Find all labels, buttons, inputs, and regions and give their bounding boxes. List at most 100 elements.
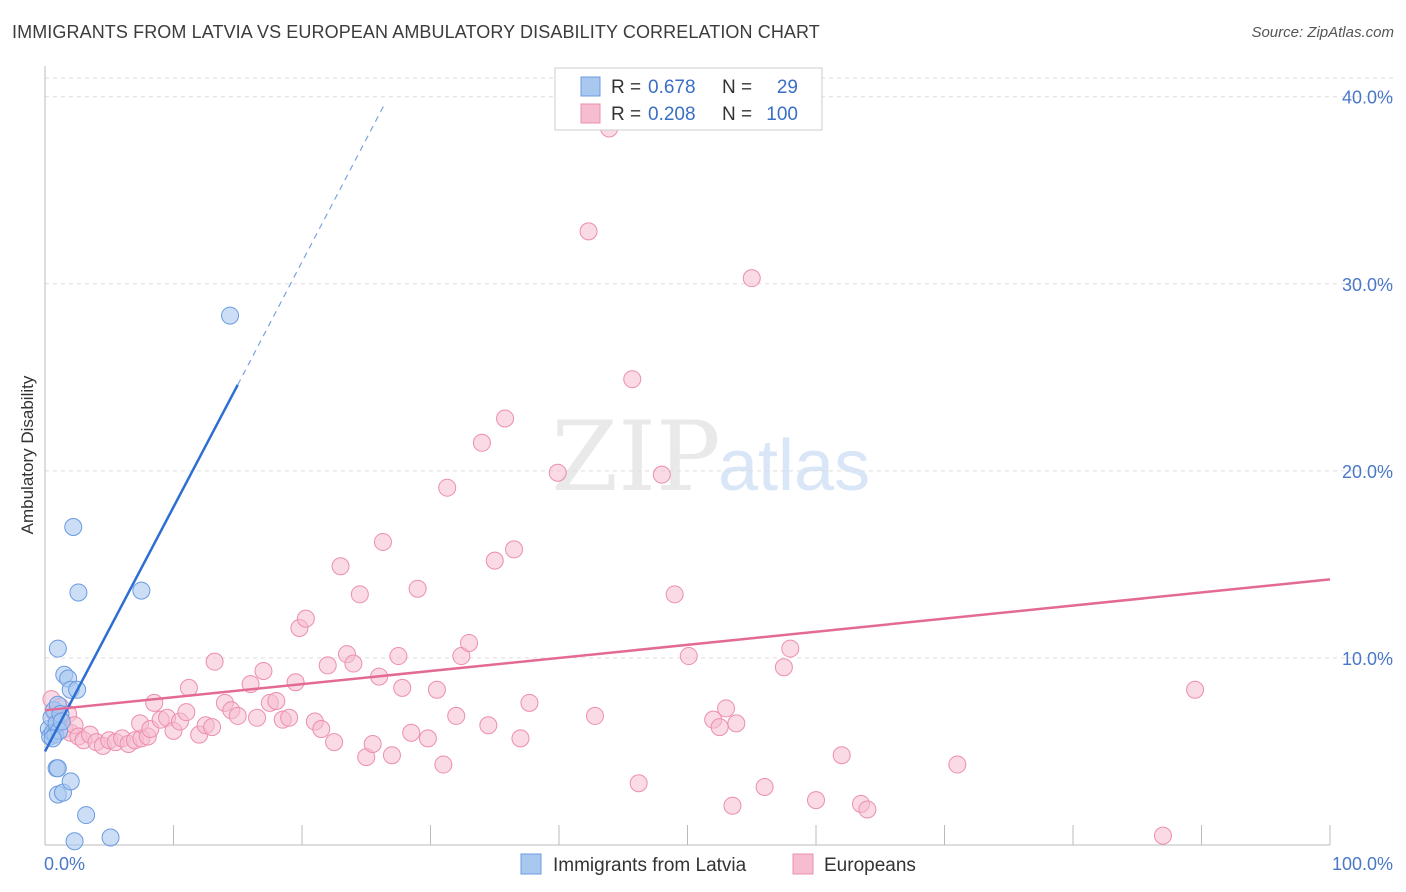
y-tick-label: 20.0% bbox=[1342, 462, 1393, 482]
data-point-europeans bbox=[393, 678, 412, 697]
series-latvia bbox=[39, 306, 240, 851]
data-point-europeans bbox=[145, 693, 164, 712]
y-tick-label: 30.0% bbox=[1342, 275, 1393, 295]
data-point-europeans bbox=[254, 662, 273, 681]
trend-lines bbox=[43, 102, 1331, 753]
data-point-europeans bbox=[717, 699, 736, 718]
data-point-europeans bbox=[505, 540, 524, 559]
data-point-europeans bbox=[325, 733, 344, 752]
data-point-europeans bbox=[318, 656, 337, 675]
data-point-europeans bbox=[312, 720, 331, 739]
data-point-europeans bbox=[350, 585, 369, 604]
y-tick-label: 10.0% bbox=[1342, 649, 1393, 669]
trend-line-europeans bbox=[44, 578, 1331, 712]
data-point-europeans bbox=[1153, 826, 1172, 845]
data-point-latvia bbox=[64, 517, 83, 536]
data-point-europeans bbox=[1186, 680, 1205, 699]
data-point-europeans bbox=[710, 718, 729, 737]
axes bbox=[44, 66, 1331, 846]
tick-labels: 10.0% 20.0% 30.0% 40.0% 0.0% 100.0% bbox=[44, 88, 1393, 874]
chart-title: IMMIGRANTS FROM LATVIA VS EUROPEAN AMBUL… bbox=[12, 22, 820, 42]
bottom-legend-label-europeans: Europeans bbox=[824, 855, 916, 876]
data-point-europeans bbox=[727, 714, 746, 733]
data-point-europeans bbox=[296, 609, 315, 628]
data-point-europeans bbox=[408, 579, 427, 598]
data-point-europeans bbox=[363, 734, 382, 753]
legend-n-value-latvia: 29 bbox=[777, 77, 798, 98]
data-point-europeans bbox=[520, 693, 539, 712]
data-point-europeans bbox=[774, 658, 793, 677]
data-point-europeans bbox=[344, 654, 363, 673]
legend-r-label-europeans: R = bbox=[611, 104, 641, 125]
data-point-europeans bbox=[781, 639, 800, 658]
data-point-europeans bbox=[402, 723, 421, 742]
data-point-europeans bbox=[679, 647, 698, 666]
chart-source: Source: ZipAtlas.com bbox=[1251, 24, 1394, 41]
bottom-legend-swatch-europeans bbox=[792, 853, 814, 875]
data-point-europeans bbox=[548, 463, 567, 482]
data-point-europeans bbox=[447, 706, 466, 725]
bottom-legend-label-latvia: Immigrants from Latvia bbox=[553, 855, 747, 876]
data-point-europeans bbox=[267, 691, 286, 710]
legend-n-label-europeans: N = bbox=[722, 104, 752, 125]
legend-r-value-latvia: 0.678 bbox=[648, 77, 696, 98]
series-legend: Immigrants from Latvia Europeans bbox=[520, 853, 916, 876]
data-point-europeans bbox=[723, 796, 742, 815]
data-point-europeans bbox=[652, 465, 671, 484]
data-point-europeans bbox=[511, 729, 530, 748]
data-point-europeans bbox=[203, 718, 222, 737]
data-point-europeans bbox=[205, 652, 224, 671]
data-point-latvia bbox=[132, 581, 151, 600]
x-tick-label: 0.0% bbox=[44, 854, 85, 874]
data-point-europeans bbox=[286, 673, 305, 692]
data-point-europeans bbox=[858, 800, 877, 819]
x-tick-label: 100.0% bbox=[1332, 854, 1393, 874]
data-point-europeans bbox=[280, 708, 299, 727]
data-point-europeans bbox=[755, 778, 774, 797]
data-point-europeans bbox=[389, 647, 408, 666]
data-point-europeans bbox=[248, 708, 267, 727]
data-point-latvia bbox=[69, 583, 88, 602]
trend-line-latvia-extension bbox=[237, 102, 387, 386]
legend-r-label-latvia: R = bbox=[611, 77, 641, 98]
data-point-europeans bbox=[496, 409, 515, 428]
y-tick-label: 40.0% bbox=[1342, 88, 1393, 108]
y-axis-title: Ambulatory Disability bbox=[18, 375, 37, 534]
correlation-legend: R = 0.678 N = 29 R = 0.208 N = 100 bbox=[554, 67, 823, 131]
data-point-europeans bbox=[228, 706, 247, 725]
data-point-europeans bbox=[418, 729, 437, 748]
data-point-europeans bbox=[472, 433, 491, 452]
data-point-europeans bbox=[485, 551, 504, 570]
data-point-europeans bbox=[434, 755, 453, 774]
trend-line-latvia bbox=[43, 384, 239, 753]
bottom-legend-swatch-latvia bbox=[520, 853, 542, 875]
grid-lines bbox=[45, 77, 1395, 659]
data-point-europeans bbox=[742, 269, 761, 288]
data-point-latvia bbox=[48, 759, 67, 778]
watermark-atlas: atlas bbox=[718, 426, 870, 506]
data-point-latvia bbox=[77, 806, 96, 825]
legend-swatch-europeans bbox=[580, 103, 601, 124]
data-point-europeans bbox=[948, 755, 967, 774]
data-point-europeans bbox=[807, 791, 825, 810]
data-point-europeans bbox=[629, 774, 648, 793]
data-point-latvia bbox=[65, 832, 84, 851]
legend-n-label-latvia: N = bbox=[722, 77, 752, 98]
data-point-europeans bbox=[585, 706, 604, 725]
data-point-latvia bbox=[101, 828, 120, 847]
data-point-europeans bbox=[331, 557, 350, 576]
data-point-europeans bbox=[373, 532, 392, 551]
data-point-europeans bbox=[460, 633, 479, 652]
data-point-europeans bbox=[832, 746, 851, 765]
legend-n-value-europeans: 100 bbox=[766, 104, 798, 125]
data-point-europeans bbox=[579, 222, 598, 241]
data-point-europeans bbox=[382, 746, 401, 765]
data-point-latvia bbox=[61, 772, 80, 791]
data-point-europeans bbox=[479, 716, 498, 735]
data-point-europeans bbox=[665, 585, 684, 604]
data-point-europeans bbox=[177, 703, 196, 722]
legend-r-value-europeans: 0.208 bbox=[648, 104, 696, 125]
data-point-latvia bbox=[221, 306, 240, 325]
data-point-latvia bbox=[48, 639, 67, 658]
